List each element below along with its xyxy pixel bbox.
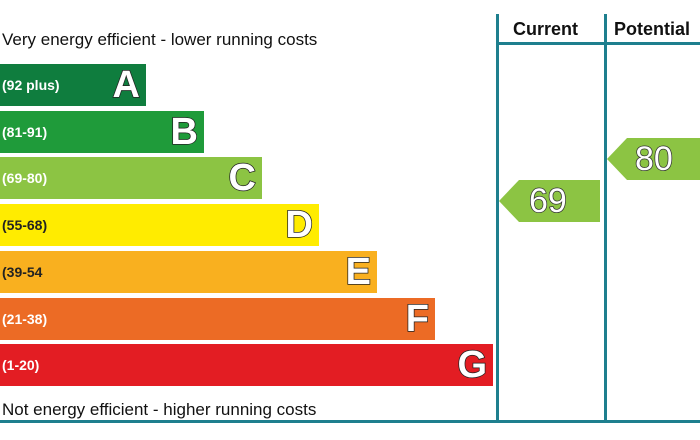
- band-letter: A: [113, 64, 140, 106]
- current-rating-value: 69: [529, 180, 567, 222]
- band-f: (21-38) F: [0, 298, 435, 340]
- bottom-border: [0, 420, 700, 423]
- band-d: (55-68) D: [0, 204, 319, 246]
- band-c: (69-80) C: [0, 157, 262, 199]
- band-range-label: (92 plus): [2, 75, 60, 95]
- band-range-label: (55-68): [2, 215, 47, 235]
- band-range-label: (21-38): [2, 309, 47, 329]
- header-divider: [496, 42, 700, 45]
- bottom-caption: Not energy efficient - higher running co…: [2, 400, 316, 420]
- band-g: (1-20) G: [0, 344, 493, 386]
- current-column-header: Current: [513, 17, 578, 41]
- potential-rating-indicator: 80: [607, 138, 700, 180]
- current-rating-indicator: 69: [499, 180, 600, 222]
- band-b: (81-91) B: [0, 111, 204, 153]
- band-letter: B: [171, 111, 198, 153]
- band-letter: F: [406, 298, 429, 340]
- potential-column-divider: [604, 14, 607, 422]
- band-e: (39-54 E: [0, 251, 377, 293]
- band-range-label: (69-80): [2, 168, 47, 188]
- top-caption: Very energy efficient - lower running co…: [2, 30, 317, 50]
- band-range-label: (81-91): [2, 122, 47, 142]
- band-a: (92 plus) A: [0, 64, 146, 106]
- potential-column-header: Potential: [614, 17, 690, 41]
- band-letter: D: [286, 204, 313, 246]
- band-range-label: (39-54: [2, 262, 42, 282]
- band-letter: E: [346, 251, 371, 293]
- band-range-label: (1-20): [2, 355, 39, 375]
- band-letter: G: [457, 344, 487, 386]
- potential-rating-value: 80: [635, 138, 673, 180]
- band-letter: C: [229, 157, 256, 199]
